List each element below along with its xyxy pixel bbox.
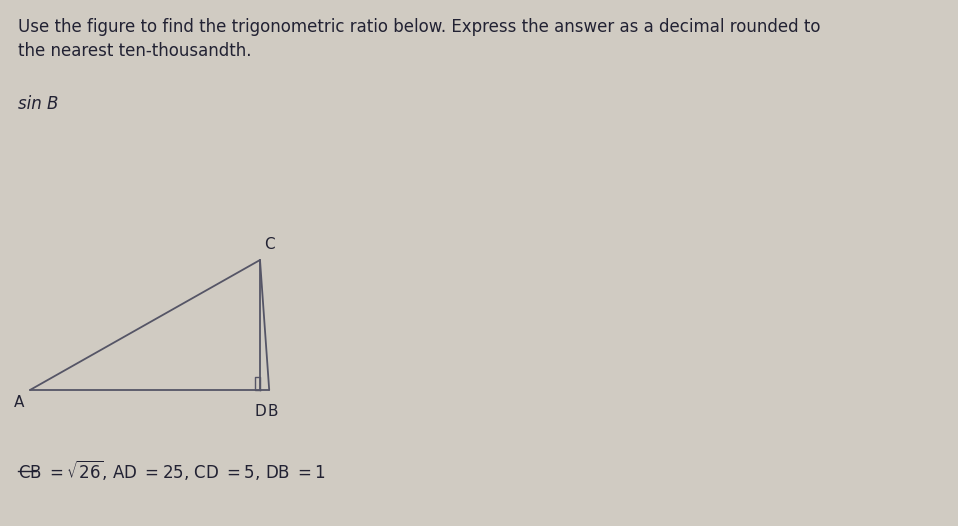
Text: B: B [268, 404, 279, 419]
Text: CB $= \sqrt{26}$, AD $= 25$, CD $= 5$, DB $= 1$: CB $= \sqrt{26}$, AD $= 25$, CD $= 5$, D… [18, 458, 326, 482]
Text: the nearest ten-thousandth.: the nearest ten-thousandth. [18, 42, 252, 60]
Text: A: A [13, 395, 24, 410]
Text: D: D [254, 404, 266, 419]
Text: C: C [264, 237, 275, 252]
Text: sin B: sin B [18, 95, 58, 113]
Text: Use the figure to find the trigonometric ratio below. Express the answer as a de: Use the figure to find the trigonometric… [18, 18, 820, 36]
